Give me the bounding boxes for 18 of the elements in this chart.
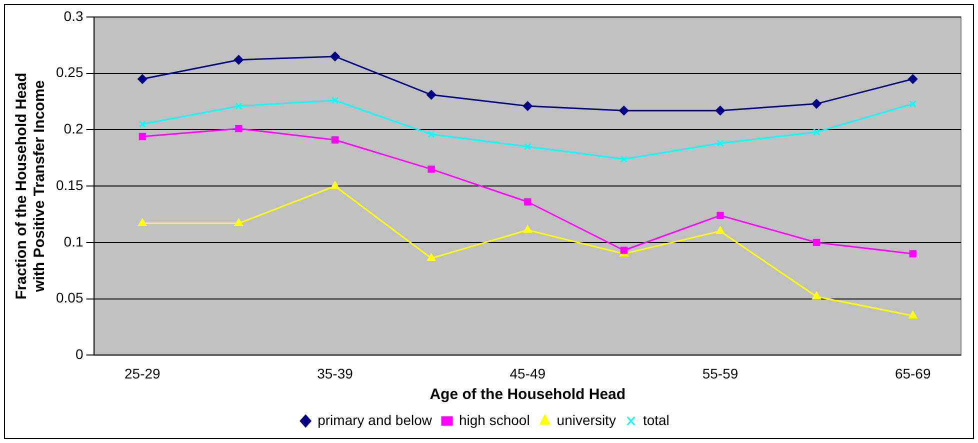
legend-label: primary and below (318, 412, 433, 428)
x-tick-label: 35-39 (317, 365, 354, 382)
legend-label: university (556, 412, 616, 428)
y-tick-label: 0 (75, 346, 84, 362)
y-tick-label: 0.05 (56, 290, 84, 306)
y-tick-label: 0.1 (64, 233, 84, 250)
x-tick-label: 55-59 (702, 365, 738, 382)
y-axis-title: Fraction of the Household Head with Positive Transfer Income (13, 72, 48, 300)
y-tick-label: 0.25 (56, 64, 84, 80)
y-tick-label: 0.15 (56, 176, 84, 193)
legend-label: total (642, 412, 670, 428)
x-tick-label: 65-69 (894, 365, 931, 382)
x-tick-label: 25-29 (124, 365, 161, 382)
x-tick-label: 45-49 (510, 365, 546, 382)
legend-label: high school (458, 412, 530, 428)
x-axis-title: Age of the Household Head (430, 386, 626, 404)
y-tick-label: 0.2 (64, 120, 84, 137)
y-tick-label: 0.3 (64, 8, 84, 24)
